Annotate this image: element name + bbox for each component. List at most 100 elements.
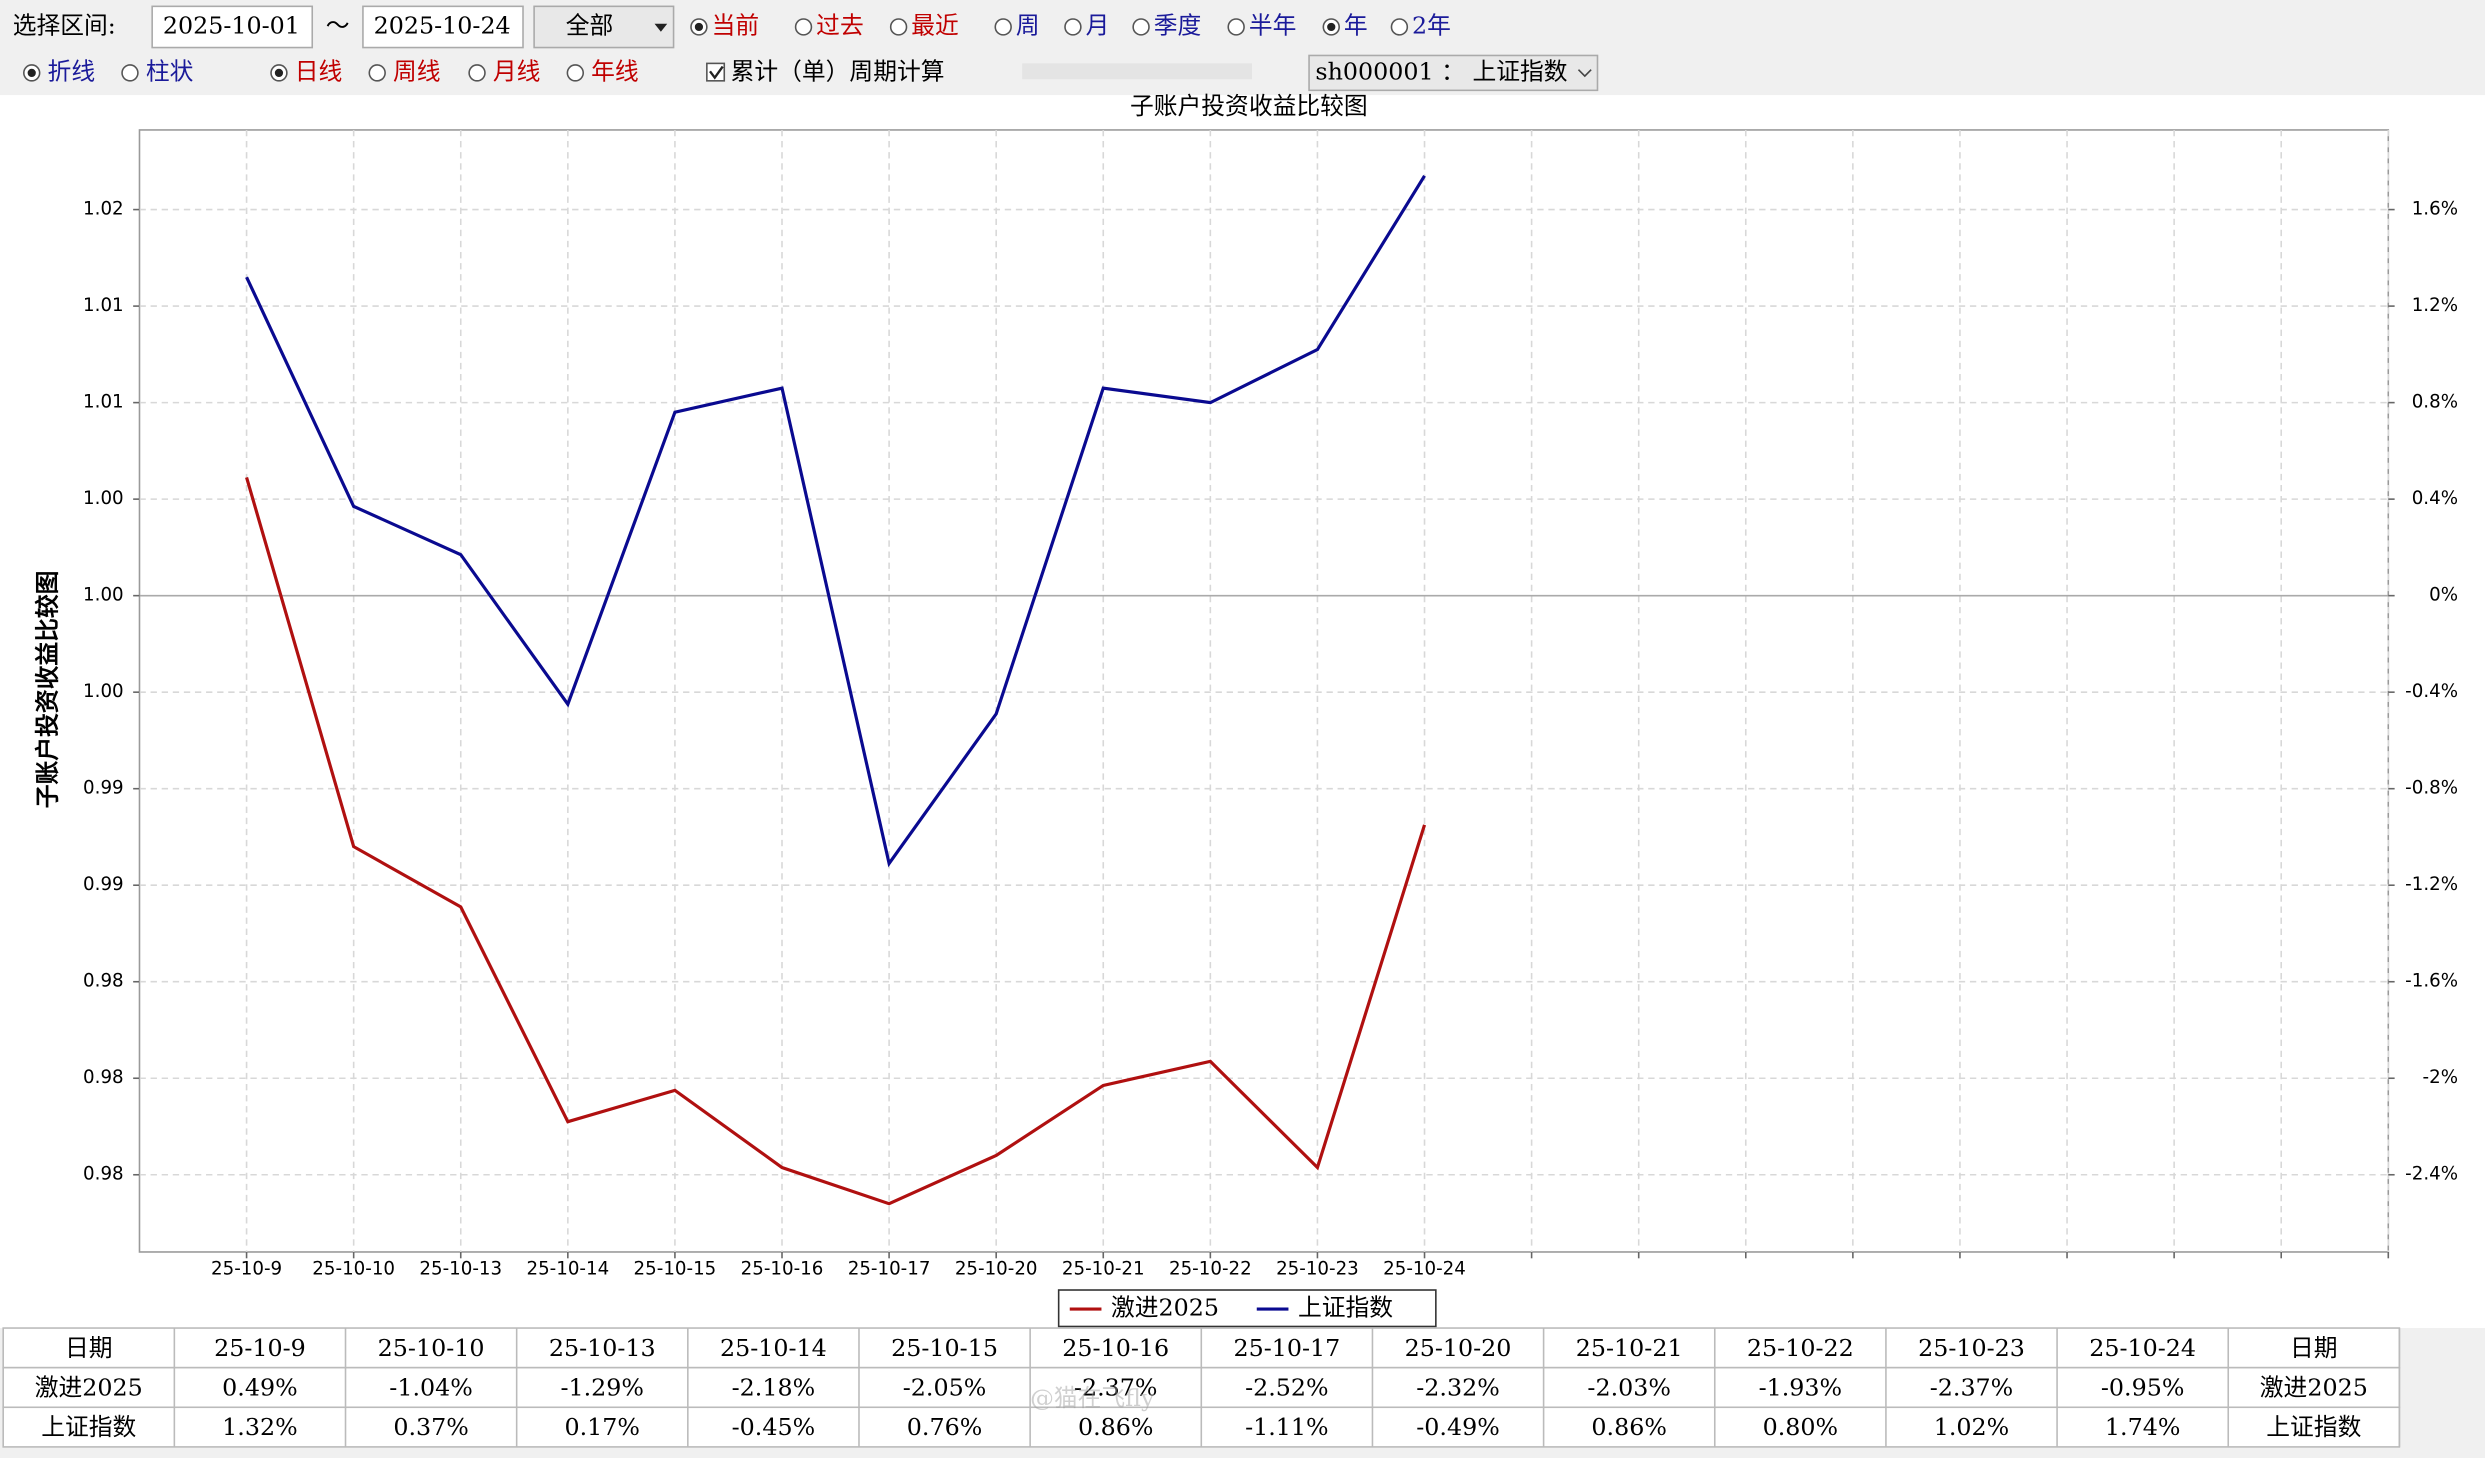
legend-label: 上证指数 [1298,1294,1393,1322]
radio-label[interactable]: 2年 [1412,11,1451,39]
scope-select[interactable] [533,5,675,49]
checkbox[interactable] [706,62,726,82]
radio[interactable] [1064,18,1082,36]
radio-dot [1327,22,1336,32]
row-header: 日期 [65,1334,113,1362]
radio[interactable] [889,18,908,36]
radio-label[interactable]: 柱状 [146,57,194,85]
y2-tick-label: 0% [2429,585,2458,606]
y2-tick-label: -0.8% [2405,778,2458,799]
table-value: 0.86% [1591,1413,1666,1441]
y2-tick-label: 0.8% [2412,392,2458,413]
table-value: 1.02% [1934,1413,2010,1441]
series-line [245,174,1426,868]
radio-label[interactable]: 季度 [1154,11,1202,39]
dropdown-arrow [1577,69,1592,78]
table-date: 25-10-17 [1233,1334,1340,1362]
scope-value[interactable]: 全部 [566,11,614,39]
table-value: 0.37% [393,1413,469,1441]
table-date: 25-10-24 [2089,1334,2196,1362]
y-tick-label: 0.99 [83,778,124,799]
x-tick-label: 25-10-9 [211,1258,282,1279]
x-tick-label: 25-10-10 [312,1258,395,1279]
table-value: -0.45% [732,1413,816,1441]
radio-label[interactable]: 日线 [295,57,343,85]
radio[interactable] [794,18,813,36]
start-date-input[interactable] [151,5,314,49]
radio-label[interactable]: 当前 [712,11,760,39]
checkbox-label[interactable]: 累计（单）周期计算 [731,57,945,85]
radio-label[interactable]: 月 [1086,11,1110,39]
table-value: 0.86% [1078,1413,1154,1441]
end-date-input[interactable] [362,5,524,49]
radio[interactable] [1390,18,1409,36]
checkmark [709,65,724,80]
y2-tick-label: -2.4% [2405,1164,2458,1185]
radio-label[interactable]: 折线 [48,57,96,85]
table-value: -1.93% [1759,1374,1843,1402]
y2-tick-label: 1.6% [2412,199,2458,220]
y-tick-label: 1.00 [83,585,124,606]
radio-dot [27,68,36,78]
separator: ～ [326,11,350,39]
radio-label[interactable]: 月线 [493,57,541,85]
start-date[interactable]: 2025-10-01 [163,11,300,39]
y-tick-label: 1.00 [83,681,124,702]
y2-tick-label: 0.4% [2412,488,2458,509]
table-value: -2.37% [1930,1374,2014,1402]
radio-label[interactable]: 年线 [591,57,639,85]
dropdown-arrow [654,23,668,32]
radio-label[interactable]: 周线 [393,57,441,85]
watermark: @猫在飞fly [1030,1384,1155,1412]
table-value: 1.32% [222,1413,298,1441]
table-date: 25-10-23 [1918,1334,2025,1362]
y-tick-label: 1.01 [83,392,124,413]
y-tick-label: 1.02 [83,199,124,220]
radio-label[interactable]: 年 [1344,11,1368,39]
index-select-value[interactable]: sh000001 ： 上证指数 [1315,57,1567,85]
radio[interactable] [121,64,139,82]
row-header: 激进2025 [35,1374,143,1402]
radio[interactable] [468,64,486,82]
table-value: 0.80% [1763,1413,1839,1441]
radio[interactable] [368,64,386,82]
y2-tick-label: -0.4% [2405,681,2458,702]
radio-label[interactable]: 过去 [816,11,864,39]
radio-label[interactable]: 半年 [1249,11,1297,39]
table-value: -2.37% [1074,1374,1158,1402]
radio[interactable] [1227,18,1245,36]
table-value: 0.76% [907,1413,983,1441]
table-value: -1.29% [560,1374,644,1402]
row-header: 上证指数 [2266,1413,2361,1441]
x-tick-label: 25-10-22 [1169,1258,1252,1279]
x-tick-label: 25-10-21 [1062,1258,1145,1279]
row-header: 日期 [2290,1334,2338,1362]
table-date: 25-10-16 [1062,1334,1169,1362]
x-tick-label: 25-10-14 [526,1258,609,1279]
table-value: -1.11% [1245,1413,1329,1441]
x-tick-label: 25-10-24 [1383,1258,1466,1279]
radio[interactable] [1132,18,1150,36]
table-value: -0.49% [1416,1413,1500,1441]
radio[interactable] [566,64,585,82]
range-label: 选择区间: [13,11,116,39]
table-value: 0.49% [222,1374,298,1402]
y2-tick-label: -2% [2423,1067,2458,1088]
table-date: 25-10-20 [1405,1334,1512,1362]
radio-label[interactable]: 周 [1016,11,1040,39]
radio-dot [694,22,704,32]
x-tick-label: 25-10-17 [848,1258,931,1279]
y-tick-label: 0.98 [83,1164,124,1185]
table-value: -2.32% [1416,1374,1500,1402]
y-tick-label: 0.99 [83,874,124,895]
radio-label[interactable]: 最近 [911,11,959,39]
index-select[interactable] [1308,54,1599,92]
radio[interactable] [994,18,1012,36]
table-value: -2.18% [732,1374,816,1402]
table-date: 25-10-9 [214,1334,306,1362]
end-date[interactable]: 2025-10-24 [374,11,511,39]
table-value: -2.05% [903,1374,987,1402]
y2-tick-label: -1.2% [2405,874,2458,895]
